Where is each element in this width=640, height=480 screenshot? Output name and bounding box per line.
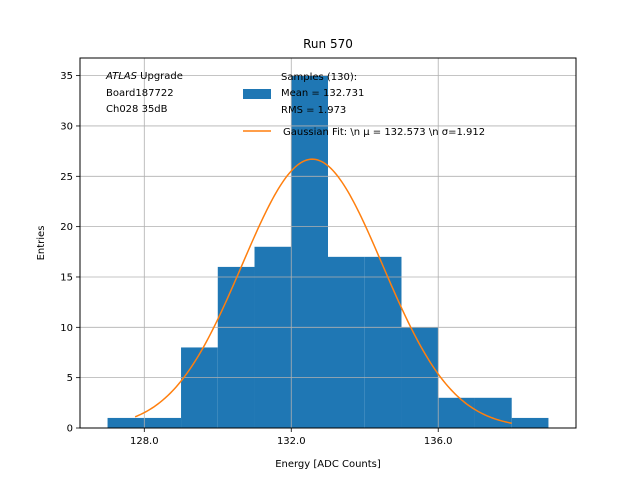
y-axis-label: Entries [36,226,47,261]
histogram-bar [254,246,292,428]
histogram-bar [364,256,402,428]
atlas-label: ATLAS [105,71,138,82]
histogram-bar [328,256,365,428]
x-axis-label: Energy [ADC Counts] [275,459,381,470]
y-tick-label: 25 [60,172,73,183]
legend-samples-line1: Samples (130): [281,72,357,83]
histogram-bar [144,417,182,428]
y-tick-label: 20 [60,222,73,233]
x-tick-label: 128.0 [130,436,159,447]
x-tick-label: 136.0 [424,436,453,447]
legend-samples-swatch [243,89,271,99]
y-tick-label: 30 [60,121,73,132]
board-label: Board187722 [106,88,174,99]
histogram-bar [181,347,218,428]
gaussian-fit-curve [134,158,512,424]
histogram-bar [217,266,255,428]
ticks-layer: 128.0 132.0 136.0 0 5 10 15 20 25 30 35 [60,71,452,447]
chart-title: Run 570 [303,37,353,51]
y-tick-label: 35 [60,71,73,82]
histogram-bar [438,397,475,428]
plot-frame [79,57,577,429]
legend-samples-line3: RMS = 1.973 [281,105,346,116]
x-tick-label: 132.0 [277,436,306,447]
y-tick-label: 10 [60,323,73,334]
histogram-bar [291,75,328,428]
y-tick-label: 5 [67,373,73,384]
atlas-annotation-line1: ATLAS Upgrade [105,71,183,82]
legend: Samples (130): Mean = 132.731 RMS = 1.97… [243,72,485,138]
y-tick-label: 0 [67,424,73,435]
histogram-bar [511,417,549,428]
legend-samples-line2: Mean = 132.731 [281,88,364,99]
fit-layer [134,158,512,424]
channel-label: Ch028 35dB [106,104,168,115]
upgrade-label: Upgrade [137,71,183,82]
legend-fit-label: Gaussian Fit: \n μ = 132.573 \n σ=1.912 [283,127,485,138]
y-tick-label: 15 [60,272,73,283]
histogram-bar [107,417,145,428]
atlas-annotation: ATLAS Upgrade Board187722 Ch028 35dB [105,71,183,115]
